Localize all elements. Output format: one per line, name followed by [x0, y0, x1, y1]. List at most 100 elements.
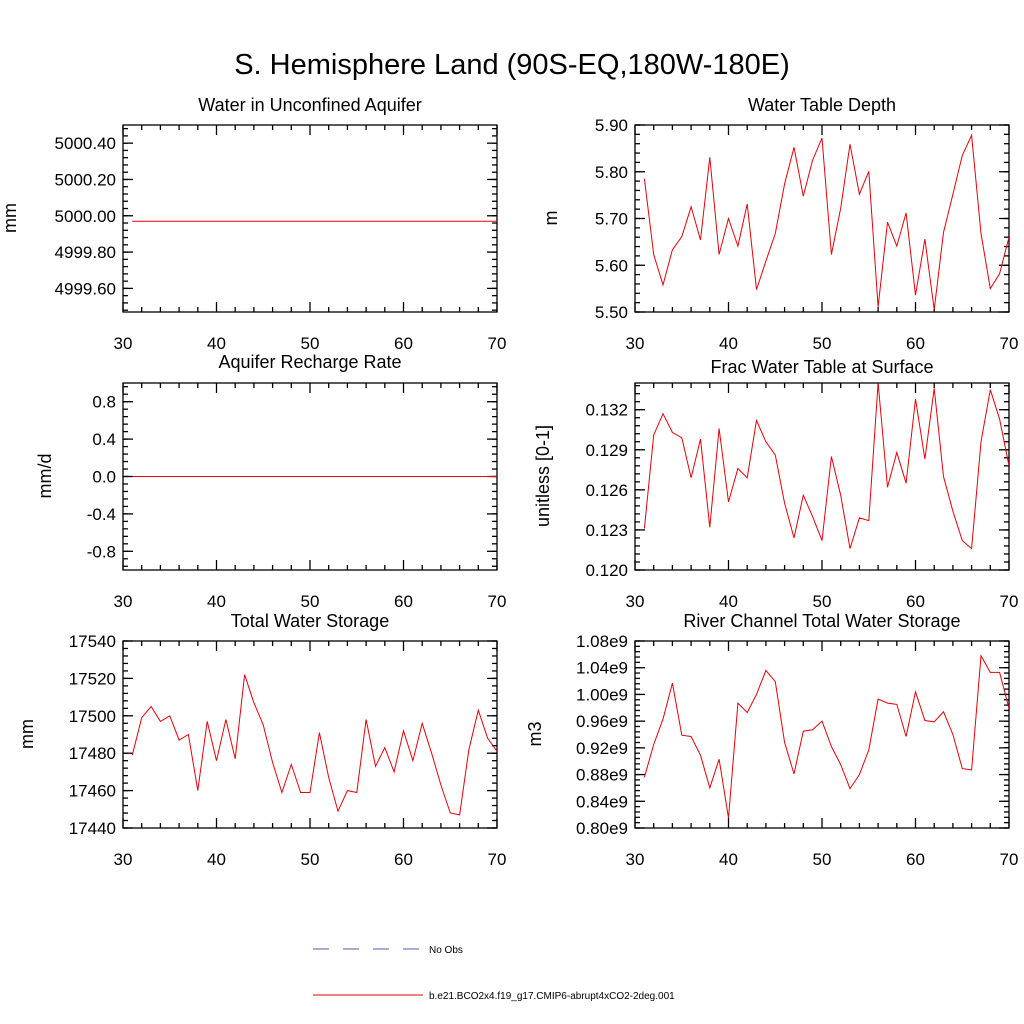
x-tick-label: 40 [207, 334, 226, 353]
y-tick-label: 5.60 [595, 256, 628, 275]
x-tick-label: 40 [207, 592, 226, 611]
y-axis-label: m [541, 211, 561, 226]
x-tick-label: 60 [394, 334, 413, 353]
x-tick-label: 40 [719, 334, 738, 353]
y-axis-label: mm [17, 719, 37, 749]
x-tick-label: 30 [114, 592, 133, 611]
data-series-line [643, 382, 1009, 550]
x-tick-label: 40 [719, 850, 738, 869]
x-tick-label: 70 [1000, 334, 1019, 353]
x-tick-label: 70 [1000, 850, 1019, 869]
x-tick-label: 50 [301, 850, 320, 869]
panel-title: Frac Water Table at Surface [710, 357, 933, 377]
x-tick-label: 70 [488, 592, 507, 611]
panel-title: Water Table Depth [748, 95, 896, 115]
data-series-line [643, 133, 1009, 310]
x-tick-label: 50 [813, 334, 832, 353]
panel-title: Aquifer Recharge Rate [218, 352, 401, 372]
data-series-line [643, 654, 1009, 819]
plot-5: 30 40 50 60 70 0.80e9 0.84e9 0.88e9 0.92e9 0.96e9… [576, 632, 1018, 869]
panel-3: Frac Water Table at Surface unitless [0-… [533, 357, 934, 527]
y-tick-label: 5000.40 [55, 134, 116, 153]
x-tick-label: 60 [906, 592, 925, 611]
plot-3: 30 40 50 60 70 0.120 0.123 0.126 0.129 0.132 [585, 382, 1019, 611]
y-tick-label: 0.126 [585, 481, 628, 500]
y-tick-label: 1.00e9 [576, 685, 628, 704]
x-tick-label: 50 [813, 592, 832, 611]
y-tick-label: 0.96e9 [576, 712, 628, 731]
y-tick-label: 0.0 [92, 468, 116, 487]
plot-frame [122, 640, 498, 829]
y-tick-label: 17480 [69, 744, 116, 763]
y-tick-label: 5.80 [595, 163, 628, 182]
y-tick-label: 4999.60 [55, 279, 116, 298]
x-tick-label: 40 [207, 850, 226, 869]
y-tick-label: 0.92e9 [576, 739, 628, 758]
panel-1: Water Table Depth m [541, 95, 896, 226]
plot-layer: 30 40 50 60 70 4999.60 4999.80 5000.00 5000.20 50… [55, 116, 1019, 869]
plot-4: 30 40 50 60 70 17440 17460 17480 17500 17520 17540 [69, 632, 507, 869]
x-tick-label: 30 [626, 334, 645, 353]
y-axis-label: mm/d [35, 454, 55, 499]
y-tick-label: -0.8 [87, 542, 116, 561]
x-tick-label: 60 [394, 850, 413, 869]
y-tick-label: 5.50 [595, 303, 628, 322]
y-tick-label: 0.123 [585, 521, 628, 540]
panel-4: Total Water Storage mm [17, 611, 389, 749]
y-tick-label: 17540 [69, 632, 116, 651]
y-tick-label: 5000.00 [55, 207, 116, 226]
plot-0: 30 40 50 60 70 4999.60 4999.80 5000.00 5000.20 50… [55, 124, 507, 353]
plot-1: 30 40 50 60 70 5.50 5.60 5.70 5.80 5.90 [595, 116, 1019, 353]
panel-title: Water in Unconfined Aquifer [198, 95, 421, 115]
y-axis-label: unitless [0-1] [533, 425, 553, 527]
x-tick-label: 50 [301, 592, 320, 611]
y-tick-label: 4999.80 [55, 243, 116, 262]
y-tick-label: 0.120 [585, 561, 628, 580]
x-tick-label: 30 [114, 850, 133, 869]
x-tick-label: 70 [488, 334, 507, 353]
y-tick-label: 0.84e9 [576, 792, 628, 811]
legend-label-no-obs: No Obs [429, 945, 463, 956]
legend: No Obs b.e21.BCO2x4.f19_g17.CMIP6-abrupt… [313, 945, 675, 1002]
x-tick-label: 30 [626, 592, 645, 611]
y-tick-label: 5000.20 [55, 170, 116, 189]
y-tick-label: 0.88e9 [576, 766, 628, 785]
x-tick-label: 60 [906, 850, 925, 869]
plot-frame [634, 124, 1010, 313]
x-tick-label: 60 [906, 334, 925, 353]
plot-frame [122, 124, 498, 313]
y-tick-label: 0.129 [585, 441, 628, 460]
y-tick-label: 0.8 [92, 393, 116, 412]
y-tick-label: 17520 [69, 669, 116, 688]
y-tick-label: 0.132 [585, 401, 628, 420]
panel-2: Aquifer Recharge Rate mm/d [35, 352, 402, 499]
y-tick-label: 5.90 [595, 116, 628, 135]
y-tick-label: 17460 [69, 782, 116, 801]
y-tick-label: -0.4 [87, 505, 116, 524]
x-tick-label: 40 [719, 592, 738, 611]
x-tick-label: 30 [626, 850, 645, 869]
x-tick-label: 60 [394, 592, 413, 611]
y-tick-label: 5.70 [595, 210, 628, 229]
x-tick-label: 50 [301, 334, 320, 353]
x-tick-label: 70 [488, 850, 507, 869]
x-tick-label: 50 [813, 850, 832, 869]
y-tick-label: 1.08e9 [576, 632, 628, 651]
y-tick-label: 17440 [69, 819, 116, 838]
y-tick-label: 0.80e9 [576, 819, 628, 838]
data-series-line [131, 674, 497, 816]
figure-title: S. Hemisphere Land (90S-EQ,180W-180E) [234, 49, 790, 81]
y-tick-label: 17500 [69, 707, 116, 726]
y-tick-label: 0.4 [92, 430, 116, 449]
y-axis-label: m3 [525, 721, 545, 746]
x-tick-label: 70 [1000, 592, 1019, 611]
plot-2: 30 40 50 60 70 -0.8 -0.4 0.0 0.4 0.8 [87, 382, 507, 611]
y-tick-label: 1.04e9 [576, 659, 628, 678]
x-tick-label: 30 [114, 334, 133, 353]
legend-label-model: b.e21.BCO2x4.f19_g17.CMIP6-abrupt4xCO2-2… [429, 991, 675, 1002]
panel-5: River Channel Total Water Storage m3 [525, 611, 961, 747]
y-axis-label: mm [0, 203, 20, 233]
panel-title: Total Water Storage [231, 611, 389, 631]
panel-title: River Channel Total Water Storage [683, 611, 960, 631]
